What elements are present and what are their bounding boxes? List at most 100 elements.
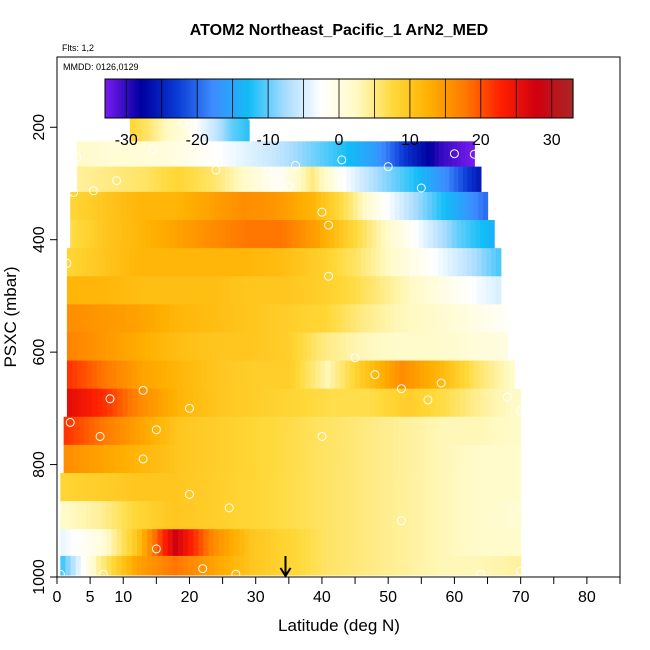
heatmap-cell	[241, 114, 244, 142]
heatmap-cell	[408, 141, 414, 168]
heatmap-cell	[193, 501, 200, 530]
heatmap-cell	[162, 114, 165, 142]
heatmap-cell	[223, 191, 229, 221]
heatmap-cell	[331, 304, 337, 333]
heatmap-cell	[251, 416, 258, 446]
heatmap-cell	[209, 114, 212, 142]
heatmap-cell	[80, 473, 87, 502]
heatmap-cell	[145, 220, 151, 249]
heatmap-cell	[377, 473, 384, 502]
heatmap-cell	[239, 114, 242, 142]
heatmap-cell	[152, 114, 155, 142]
heatmap-cell	[93, 220, 100, 249]
heatmap-cell	[169, 304, 176, 333]
heatmap-cell	[112, 166, 118, 193]
heatmap-cell	[464, 501, 471, 530]
heatmap-cell	[341, 529, 348, 557]
heatmap-cell	[442, 220, 448, 249]
colorbar-swatch	[425, 79, 429, 118]
heatmap-cell	[84, 220, 90, 249]
heatmap-cell	[485, 388, 491, 418]
heatmap-cell	[243, 388, 250, 418]
colorbar-swatch	[467, 79, 471, 118]
heatmap-cell	[184, 166, 190, 193]
heatmap-cell	[259, 555, 266, 576]
heatmap-cell	[223, 388, 229, 418]
heatmap-cell	[438, 141, 444, 168]
heatmap-cell	[515, 473, 522, 502]
heatmap-cell	[428, 473, 435, 502]
heatmap-cell	[111, 473, 118, 502]
colorbar-tick-label: -30	[115, 132, 138, 149]
heatmap-cell	[211, 248, 217, 277]
heatmap-cell	[387, 473, 394, 502]
heatmap-cell	[171, 166, 177, 193]
heatmap-cell	[80, 529, 87, 557]
heatmap-cell	[199, 304, 205, 333]
heatmap-cell	[293, 388, 300, 418]
heatmap-cell	[443, 529, 450, 557]
heatmap-cell	[336, 332, 342, 362]
chart-title: ATOM2 Northeast_Pacific_1 ArN2_MED	[190, 22, 488, 39]
heatmap-cell	[205, 444, 212, 474]
heatmap-cell	[129, 114, 132, 142]
colorbar-swatch	[142, 79, 146, 118]
heatmap-cell	[223, 332, 230, 362]
colorbar-swatch	[334, 79, 338, 118]
heatmap-cell	[307, 444, 314, 474]
heatmap-cell	[378, 416, 385, 446]
heatmap-cell	[418, 276, 425, 305]
heatmap-cell	[96, 501, 102, 530]
heatmap-cell	[94, 166, 100, 193]
colorbar-swatch	[322, 79, 326, 118]
y-tick-label: 800	[31, 451, 48, 478]
heatmap-cell	[99, 166, 105, 193]
heatmap-cell	[155, 332, 161, 362]
heatmap-cell	[250, 248, 256, 277]
heatmap-cell	[433, 276, 439, 305]
heatmap-cell	[230, 276, 237, 305]
heatmap-cell	[91, 248, 97, 277]
heatmap-cell	[341, 473, 348, 502]
heatmap-cell	[196, 360, 202, 390]
heatmap-cell	[399, 191, 405, 221]
x-tick-label: 70	[512, 589, 530, 606]
heatmap-cell	[189, 114, 192, 142]
heatmap-cell	[164, 332, 171, 362]
observation-point	[98, 569, 108, 579]
colorbar-swatch	[388, 79, 392, 118]
heatmap-cell	[442, 248, 449, 277]
observation-point	[112, 176, 122, 186]
heatmap-cell	[100, 248, 107, 277]
colorbar-swatch	[409, 79, 413, 118]
heatmap-cell	[278, 166, 284, 193]
heatmap-cell	[345, 332, 352, 362]
heatmap-cell	[331, 473, 338, 502]
heatmap-cell	[280, 555, 286, 576]
heatmap-cell	[454, 360, 460, 390]
heatmap-cell	[157, 473, 164, 502]
heatmap-cell	[360, 248, 367, 277]
heatmap-cell	[295, 473, 302, 502]
heatmap-cell	[341, 555, 348, 576]
heatmap-cell	[167, 191, 173, 221]
heatmap-cell	[192, 220, 199, 249]
heatmap-cell	[418, 166, 424, 193]
heatmap-cell	[150, 220, 156, 249]
heatmap-cell	[241, 191, 248, 221]
heatmap-cell	[505, 444, 512, 474]
heatmap-cell	[301, 166, 307, 193]
heatmap-cell	[474, 473, 481, 502]
heatmap-cell	[373, 444, 380, 474]
heatmap-cell	[198, 529, 205, 557]
heatmap-cell	[204, 141, 210, 168]
colorbar-swatch	[500, 79, 504, 118]
heatmap-cell	[187, 388, 194, 418]
heatmap-cell	[489, 473, 496, 502]
heatmap-cell	[359, 141, 365, 168]
heatmap-cell	[235, 248, 242, 277]
heatmap-cell	[152, 473, 159, 502]
heatmap-cell	[234, 501, 240, 530]
heatmap-cell	[86, 304, 93, 333]
